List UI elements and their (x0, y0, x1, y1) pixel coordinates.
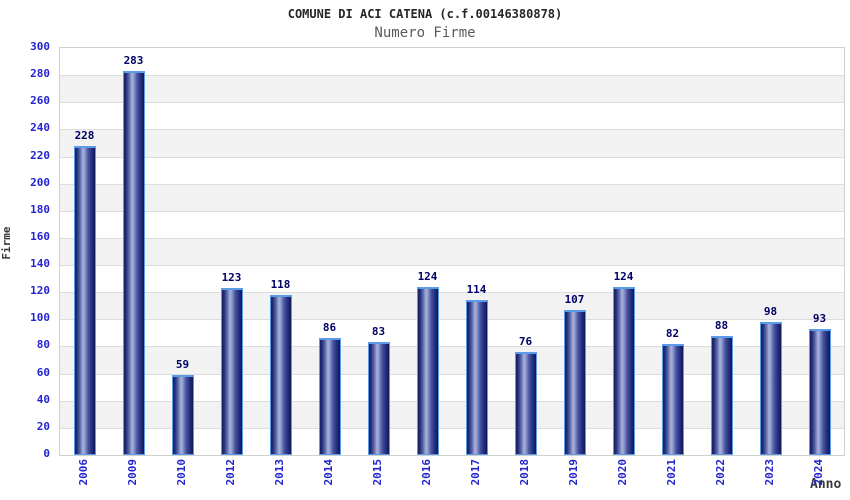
y-tick-label: 300 (30, 40, 50, 53)
bar-2013 (269, 295, 292, 455)
bar-value-label: 59 (175, 358, 190, 371)
gridline (60, 292, 844, 294)
bar-2010 (171, 375, 194, 455)
y-tick-label: 140 (30, 257, 50, 271)
x-tick-label: 2013 (272, 459, 286, 486)
bar-value-label: 86 (322, 321, 337, 334)
gridline (60, 319, 844, 321)
gridline (60, 183, 844, 185)
gridline (60, 265, 844, 267)
gridline (60, 102, 844, 104)
plot-area: 228 283 59 123 118 86 83 124 114 76 107 124 82 88 98 93 (59, 47, 845, 456)
bar-value-label: 93 (812, 312, 827, 325)
gridline (60, 427, 844, 429)
grid-band (60, 48, 844, 76)
x-tick-label: 2023 (762, 459, 776, 486)
x-tick-label: 2022 (713, 459, 727, 486)
y-tick-label: 40 (36, 392, 50, 406)
grid-band (60, 237, 844, 266)
bar-2024 (808, 329, 831, 455)
bar-value-label: 283 (123, 54, 144, 67)
bar-2022 (710, 336, 733, 455)
grid-band (60, 292, 844, 320)
y-tick-label: 280 (30, 67, 50, 81)
x-tick-label: 2024 (811, 459, 825, 486)
gridline (60, 237, 844, 239)
grid-band (60, 102, 844, 130)
grid-band (60, 265, 844, 293)
bar-2023 (759, 322, 782, 455)
bar-2017 (465, 300, 488, 455)
bar-value-label: 124 (417, 270, 438, 283)
x-tick-label: 2020 (615, 459, 629, 486)
bar-2012 (220, 288, 243, 455)
y-tick-label: 240 (30, 121, 50, 135)
grid-band (60, 75, 844, 103)
y-tick-label: 20 (36, 419, 50, 433)
y-tick-label: 200 (30, 175, 50, 189)
y-tick-label: 180 (30, 202, 50, 216)
bar-2009 (122, 71, 145, 455)
gridline (60, 75, 844, 77)
bar-value-label: 228 (74, 129, 95, 142)
bar-2015 (367, 342, 390, 455)
bar-2021 (661, 344, 684, 455)
x-tick-label: 2012 (223, 459, 237, 486)
y-tick-label: 0 (43, 447, 50, 460)
x-tick-label: 2015 (370, 459, 384, 486)
x-tick-label: 2009 (125, 459, 139, 486)
bar-value-label: 83 (371, 325, 386, 338)
x-tick-label: 2018 (517, 459, 531, 486)
gridline (60, 156, 844, 158)
chart-subtitle: Numero Firme (374, 25, 476, 41)
gridline (60, 346, 844, 348)
gridline (60, 210, 844, 212)
y-tick-label: 220 (30, 148, 50, 162)
grid-band (60, 183, 844, 211)
bar-value-label: 124 (613, 270, 634, 283)
x-tick-label: 2014 (321, 459, 335, 486)
x-tick-label: 2006 (76, 459, 90, 486)
bar-value-label: 76 (518, 335, 533, 348)
y-tick-label: 80 (36, 338, 50, 352)
grid-band (60, 156, 844, 184)
x-tick-label: 2019 (566, 459, 580, 486)
bar-2014 (318, 338, 341, 455)
y-tick-label: 160 (30, 229, 50, 243)
x-tick-label: 2017 (468, 459, 482, 486)
gridline (60, 400, 844, 402)
grid-band (60, 129, 844, 157)
bar-2018 (514, 352, 537, 455)
bar-value-label: 88 (714, 319, 729, 332)
bar-value-label: 118 (270, 278, 291, 291)
bar-value-label: 98 (763, 305, 778, 318)
gridline (60, 129, 844, 131)
bar-value-label: 114 (466, 283, 487, 296)
chart-title: COMUNE DI ACI CATENA (c.f.00146380878) (287, 7, 563, 21)
y-tick-label: 100 (30, 311, 50, 325)
bar-2020 (612, 287, 635, 455)
x-axis-label: Anno (810, 477, 842, 492)
y-tick-label: 260 (30, 94, 50, 108)
bar-2016 (416, 287, 439, 455)
bar-value-label: 123 (221, 271, 242, 284)
x-tick-label: 2010 (174, 459, 188, 486)
x-tick-label: 2016 (419, 459, 433, 486)
grid-band (60, 210, 844, 238)
y-tick-label: 60 (36, 365, 50, 379)
bar-value-label: 82 (665, 327, 680, 340)
x-tick-label: 2021 (664, 459, 678, 486)
gridline (60, 373, 844, 375)
bar-2006 (73, 146, 96, 455)
y-tick-label: 120 (30, 284, 50, 298)
bar-value-label: 107 (564, 293, 585, 306)
bar-2019 (563, 310, 586, 455)
